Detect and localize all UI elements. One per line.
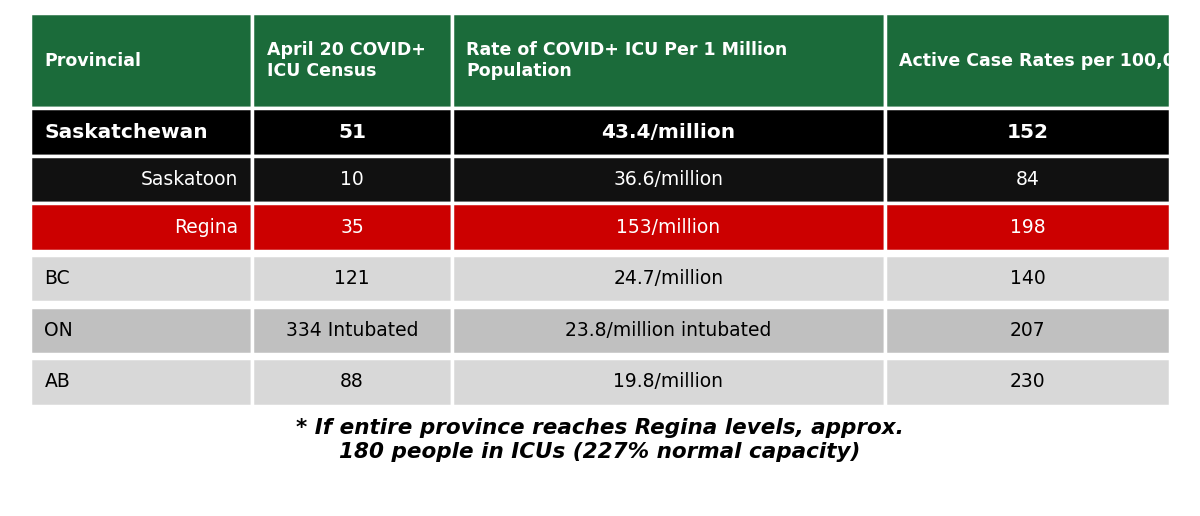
Text: 23.8/million intubated: 23.8/million intubated [565,321,772,340]
Text: 24.7/million: 24.7/million [613,269,724,288]
Text: ON: ON [44,321,73,340]
Bar [884,358,1170,406]
Text: 43.4/million: 43.4/million [601,123,736,141]
Text: 10: 10 [340,170,364,189]
Bar [252,255,451,302]
Bar [252,156,451,203]
Bar [451,156,886,203]
Text: 19.8/million: 19.8/million [613,373,724,391]
Bar [451,255,886,302]
Text: Rate of COVID+ ICU Per 1 Million
Population: Rate of COVID+ ICU Per 1 Million Populat… [466,41,787,80]
Text: 207: 207 [1009,321,1045,340]
Text: BC: BC [44,269,70,288]
Bar [451,203,886,251]
Text: 36.6/million: 36.6/million [613,170,724,189]
Bar [252,307,451,354]
Text: 84: 84 [1015,170,1039,189]
Text: 51: 51 [338,123,366,141]
Bar [884,13,1170,108]
Bar [451,108,886,156]
Bar [30,307,252,354]
Bar [30,156,252,203]
Bar [252,108,451,156]
Text: * If entire province reaches Regina levels, approx.
180 people in ICUs (227% nor: * If entire province reaches Regina leve… [296,418,904,462]
Text: 198: 198 [1009,218,1045,236]
Bar [884,307,1170,354]
Text: AB: AB [44,373,71,391]
Text: 35: 35 [340,218,364,236]
Bar [30,13,252,108]
Text: Regina: Regina [174,218,238,236]
Text: Active Case Rates per 100,000: Active Case Rates per 100,000 [900,52,1200,70]
Text: 152: 152 [1007,123,1049,141]
Bar [252,13,451,108]
Text: Provincial: Provincial [44,52,142,70]
Bar [884,108,1170,156]
Text: 140: 140 [1009,269,1045,288]
Text: 230: 230 [1009,373,1045,391]
Text: 153/million: 153/million [617,218,720,236]
Bar [30,255,252,302]
Bar [252,358,451,406]
Bar [451,358,886,406]
Bar [884,203,1170,251]
Text: Saskatoon: Saskatoon [140,170,238,189]
Bar [884,156,1170,203]
Bar [252,203,451,251]
Text: 121: 121 [335,269,370,288]
Text: 88: 88 [340,373,364,391]
Bar [30,108,252,156]
Bar [30,203,252,251]
Bar [884,255,1170,302]
Text: 334 Intubated: 334 Intubated [286,321,419,340]
Text: Saskatchewan: Saskatchewan [44,123,208,141]
Text: April 20 COVID+
ICU Census: April 20 COVID+ ICU Census [266,41,426,80]
Bar [451,307,886,354]
Bar [30,358,252,406]
Bar [451,13,886,108]
